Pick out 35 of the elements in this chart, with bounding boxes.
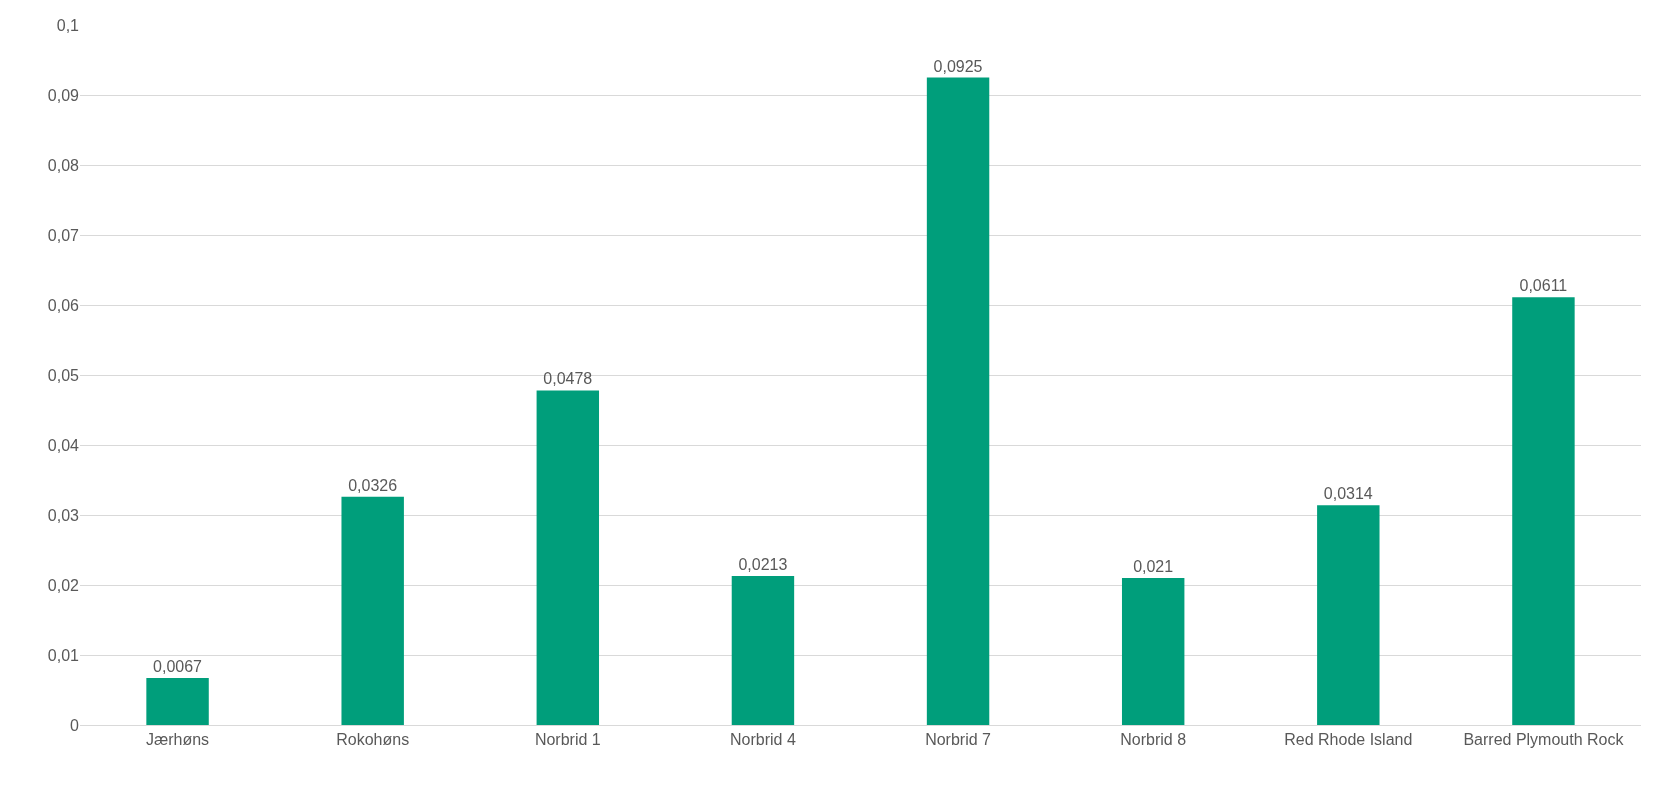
y-tick-label: 0,04 (47, 436, 80, 454)
bar (731, 575, 795, 725)
data-label: 0,021 (1133, 558, 1174, 575)
data-label: 0,0314 (1323, 485, 1373, 503)
bar (1121, 578, 1185, 725)
y-tick-label: 0 (70, 716, 80, 734)
data-label: 0,0478 (543, 370, 593, 388)
x-tick-label: Jærhøns (146, 731, 210, 749)
data-label: 0,0611 (1519, 277, 1568, 295)
x-tick-label: Norbrid 7 (925, 731, 992, 749)
y-tick-label: 0,05 (47, 366, 80, 384)
data-label: 0,0326 (348, 476, 398, 494)
data-label: 0,0213 (738, 555, 788, 573)
bar (146, 678, 209, 725)
x-tick-label: Red Rhode Island (1284, 731, 1413, 749)
bar (536, 390, 600, 725)
x-tick-label: Rokohøns (336, 731, 410, 749)
y-tick-label: 0,02 (47, 576, 80, 594)
bar (926, 77, 990, 725)
data-label: 0,0067 (153, 658, 203, 676)
x-tick-label: Norbrid 4 (730, 731, 796, 749)
x-tick-label: Barred Plymouth Rock (1463, 731, 1625, 749)
y-tick-label: 0,09 (47, 86, 80, 104)
x-tick-label: Norbrid 1 (534, 731, 601, 749)
y-tick-label: 0,1 (56, 16, 80, 34)
bar (1512, 297, 1575, 725)
y-tick-label: 0,03 (47, 506, 80, 524)
x-tick-label: Norbrid 8 (1120, 731, 1187, 749)
y-tick-label: 0,07 (47, 226, 80, 244)
y-tick-label: 0,01 (47, 646, 80, 664)
data-label: 0,0925 (933, 57, 983, 75)
y-tick-label: 0,06 (47, 296, 80, 314)
bar (1317, 505, 1380, 725)
bar (341, 496, 404, 725)
y-tick-label: 0,08 (47, 156, 80, 174)
